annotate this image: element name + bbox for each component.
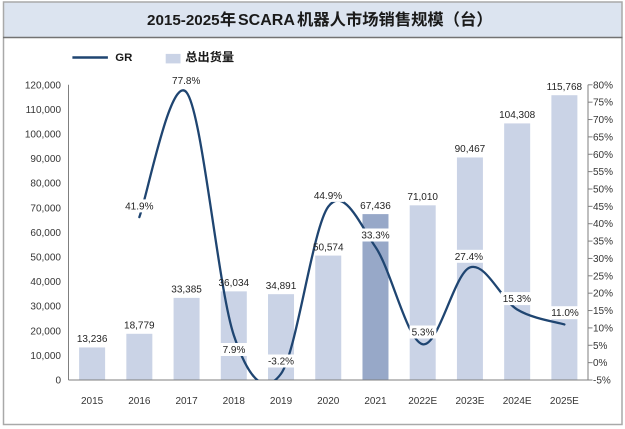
- svg-text:30%: 30%: [593, 254, 613, 265]
- svg-text:0: 0: [55, 376, 61, 387]
- svg-text:GR: GR: [115, 52, 132, 64]
- svg-text:2015: 2015: [81, 396, 104, 407]
- svg-text:60,000: 60,000: [30, 228, 61, 239]
- svg-text:67,436: 67,436: [360, 201, 391, 212]
- svg-text:2015-2025: 2015-2025: [147, 12, 220, 29]
- svg-text:80%: 80%: [593, 80, 613, 91]
- svg-text:50,000: 50,000: [30, 253, 61, 264]
- svg-text:120,000: 120,000: [25, 80, 62, 91]
- svg-text:70%: 70%: [593, 115, 613, 126]
- svg-text:60%: 60%: [593, 150, 613, 161]
- svg-text:50%: 50%: [593, 184, 613, 195]
- svg-text:0%: 0%: [593, 358, 608, 369]
- svg-text:2019: 2019: [270, 396, 293, 407]
- svg-text:7.9%: 7.9%: [223, 345, 246, 356]
- svg-text:2025E: 2025E: [550, 396, 579, 407]
- svg-text:77.8%: 77.8%: [172, 76, 200, 87]
- svg-text:25%: 25%: [593, 271, 613, 282]
- svg-text:33,385: 33,385: [171, 285, 202, 296]
- svg-text:11.0%: 11.0%: [551, 308, 579, 319]
- svg-text:40,000: 40,000: [30, 277, 61, 288]
- svg-text:33.3%: 33.3%: [361, 231, 389, 242]
- svg-text:41.9%: 41.9%: [125, 201, 153, 212]
- svg-text:2018: 2018: [223, 396, 246, 407]
- svg-text:15%: 15%: [593, 306, 613, 317]
- svg-text:15.3%: 15.3%: [503, 294, 531, 305]
- svg-text:90,000: 90,000: [30, 154, 61, 165]
- svg-text:100,000: 100,000: [25, 130, 62, 141]
- svg-text:30,000: 30,000: [30, 302, 61, 313]
- svg-text:10,000: 10,000: [30, 351, 61, 362]
- svg-text:2021: 2021: [364, 396, 387, 407]
- svg-text:-5%: -5%: [593, 376, 611, 387]
- svg-text:70,000: 70,000: [30, 203, 61, 214]
- svg-text:90,467: 90,467: [455, 144, 486, 155]
- svg-text:27.4%: 27.4%: [455, 252, 483, 263]
- svg-text:71,010: 71,010: [407, 192, 438, 203]
- svg-text:20,000: 20,000: [30, 326, 61, 337]
- svg-text:10%: 10%: [593, 323, 613, 334]
- svg-text:2020: 2020: [317, 396, 340, 407]
- svg-text:13,236: 13,236: [77, 334, 108, 345]
- svg-text:18,779: 18,779: [124, 321, 155, 332]
- svg-text:65%: 65%: [593, 132, 613, 143]
- svg-text:104,308: 104,308: [499, 110, 536, 121]
- svg-text:45%: 45%: [593, 202, 613, 213]
- svg-text:2024E: 2024E: [503, 396, 532, 407]
- svg-text:110,000: 110,000: [26, 105, 62, 116]
- svg-text:75%: 75%: [593, 98, 613, 109]
- svg-text:-3.2%: -3.2%: [268, 357, 294, 368]
- svg-text:36,034: 36,034: [219, 278, 250, 289]
- svg-text:2017: 2017: [175, 396, 198, 407]
- svg-text:SCARA: SCARA: [238, 12, 295, 29]
- svg-text:34,891: 34,891: [266, 281, 297, 292]
- svg-text:40%: 40%: [593, 219, 613, 230]
- svg-text:2023E: 2023E: [455, 396, 484, 407]
- svg-text:55%: 55%: [593, 167, 613, 178]
- svg-text:80,000: 80,000: [30, 179, 61, 190]
- svg-text:2016: 2016: [128, 396, 151, 407]
- svg-text:50,574: 50,574: [313, 242, 344, 253]
- svg-text:20%: 20%: [593, 289, 613, 300]
- svg-text:2022E: 2022E: [408, 396, 437, 407]
- svg-text:35%: 35%: [593, 237, 613, 248]
- svg-text:5%: 5%: [593, 341, 608, 352]
- svg-text:44.9%: 44.9%: [314, 191, 342, 202]
- svg-text:115,768: 115,768: [547, 82, 583, 93]
- svg-text:5.3%: 5.3%: [412, 328, 435, 339]
